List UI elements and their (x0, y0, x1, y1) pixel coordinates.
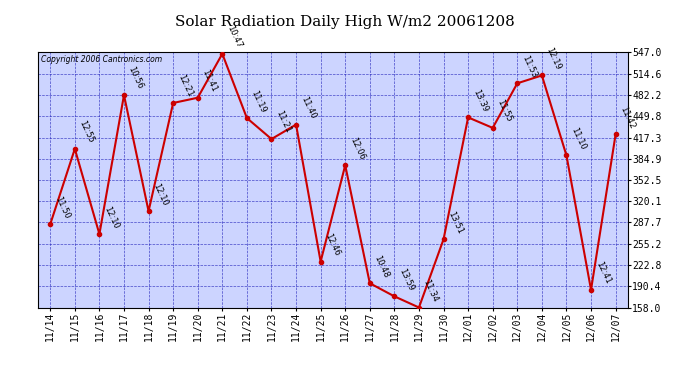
Text: 11:55: 11:55 (495, 98, 513, 124)
Text: 12:06: 12:06 (348, 136, 366, 161)
Text: 11:42: 11:42 (618, 105, 637, 130)
Text: 12:21: 12:21 (176, 74, 194, 99)
Text: 11:34: 11:34 (422, 278, 440, 303)
Text: 12:10: 12:10 (151, 182, 170, 207)
Text: 10:56: 10:56 (127, 66, 145, 91)
Text: 10:48: 10:48 (373, 254, 391, 279)
Text: 11:53: 11:53 (520, 54, 538, 79)
Text: Solar Radiation Daily High W/m2 20061208: Solar Radiation Daily High W/m2 20061208 (175, 15, 515, 29)
Text: 11:21: 11:21 (274, 110, 293, 135)
Text: 13:39: 13:39 (471, 88, 489, 113)
Text: 12:41: 12:41 (594, 260, 612, 286)
Text: 10:47: 10:47 (225, 24, 244, 50)
Text: 11:41: 11:41 (201, 68, 219, 94)
Text: 11:10: 11:10 (569, 126, 587, 151)
Text: 12:46: 12:46 (324, 232, 342, 258)
Text: 13:59: 13:59 (397, 267, 415, 292)
Text: 11:19: 11:19 (250, 88, 268, 114)
Text: 12:55: 12:55 (77, 119, 96, 145)
Text: Copyright 2006 Cantronics.com: Copyright 2006 Cantronics.com (41, 55, 162, 64)
Text: 11:40: 11:40 (299, 95, 317, 120)
Text: 12:19: 12:19 (544, 46, 563, 71)
Text: 11:50: 11:50 (53, 195, 71, 220)
Text: 13:51: 13:51 (446, 210, 464, 235)
Text: 12:10: 12:10 (102, 205, 120, 230)
